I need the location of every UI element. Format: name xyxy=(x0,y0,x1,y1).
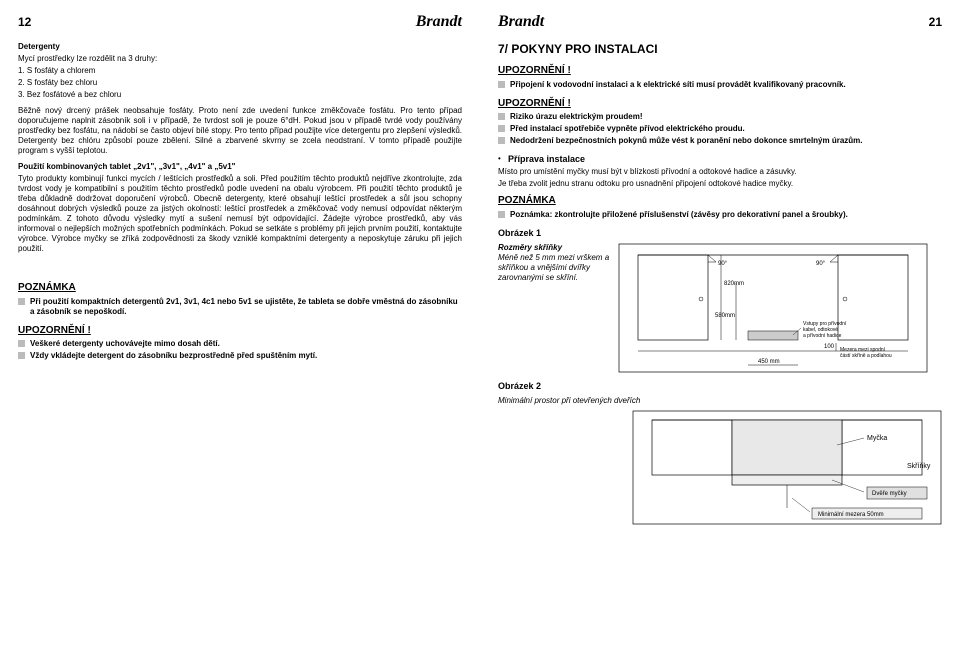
fig2-label-skrinky: Skříňky xyxy=(907,463,931,470)
warning-2-text-3: Nedodržení bezpečnostních pokynů může vé… xyxy=(510,136,942,146)
brand-logo-left: Brandt xyxy=(416,12,462,32)
note-title-right: POZNÁMKA xyxy=(498,195,942,208)
prep-heading-row: • Příprava instalace xyxy=(498,154,942,165)
figure-1-svg-col: 90° 90° 820mm 580mm Vstupy pro přívodník… xyxy=(618,243,942,373)
dim-820: 820mm xyxy=(724,281,744,287)
figure-1-row: Rozměry skříňky Méně než 5 mm mezi vrške… xyxy=(498,243,942,373)
warning-text-2: Vždy vkládejte detergent do zásobníku be… xyxy=(30,351,462,361)
left-page: 12 Brandt Detergenty Mycí prostředky lze… xyxy=(0,0,480,664)
page-header-left: 12 Brandt xyxy=(18,12,462,32)
angle-label-2: 90° xyxy=(816,261,826,267)
page-number-left: 12 xyxy=(18,15,31,30)
square-bullet-icon xyxy=(498,125,505,132)
warning-title-2: UPOZORNĚNÍ ! xyxy=(498,98,942,111)
dot-bullet-icon: • xyxy=(498,154,502,164)
warning-2-text-1: Riziko úrazu elektrickým proudem! xyxy=(510,112,942,122)
section-title: 7/ POKYNY PRO INSTALACI xyxy=(498,42,942,57)
warning-item-2: Vždy vkládejte detergent do zásobníku be… xyxy=(18,351,462,361)
detergents-intro: Mycí prostředky lze rozdělit na 3 druhy: xyxy=(18,54,462,64)
prep-text-1: Místo pro umístění myčky musí být v blíz… xyxy=(498,167,942,177)
square-bullet-icon xyxy=(498,81,505,88)
brand-logo-right: Brandt xyxy=(498,12,544,32)
warning-1-item: Připojení k vodovodní instalaci a k elek… xyxy=(498,80,942,90)
warning-2-item-1: Riziko úrazu elektrickým proudem! xyxy=(498,112,942,122)
detergent-type-2: 2. S fosfáty bez chloru xyxy=(18,78,462,88)
note-item-right: Poznámka: zkontrolujte přiložené přísluš… xyxy=(498,210,942,220)
figure-1-caption-col: Rozměry skříňky Méně než 5 mm mezi vrške… xyxy=(498,243,618,283)
square-bullet-icon xyxy=(18,340,25,347)
figure-2-caption: Minimální prostor při otevřených dveřích xyxy=(498,396,942,406)
note-box-right: POZNÁMKA Poznámka: zkontrolujte přiložen… xyxy=(498,195,942,220)
warning-box-2: UPOZORNĚNÍ ! Riziko úrazu elektrickým pr… xyxy=(498,98,942,147)
combi-tablets-heading: Použití kombinovaných tablet „2v1", „3v1… xyxy=(18,162,462,172)
fig1-note-2: Mezera mezi spodníčástí skříně a podlaho… xyxy=(840,347,892,359)
figure-1-diagram: 90° 90° 820mm 580mm Vstupy pro přívodník… xyxy=(618,243,928,373)
combi-tablets-body: Tyto produkty kombinují funkci mycích / … xyxy=(18,174,462,254)
angle-label-1: 90° xyxy=(718,261,728,267)
figure-1-caption-2: Méně než 5 mm mezi vrškem a skříňkou a v… xyxy=(498,253,618,283)
right-page: Brandt 21 7/ POKYNY PRO INSTALACI UPOZOR… xyxy=(480,0,960,664)
square-bullet-icon xyxy=(18,298,25,305)
warning-title-1: UPOZORNĚNÍ ! xyxy=(498,65,942,78)
warning-item-1: Veškeré detergenty uchovávejte mimo dosa… xyxy=(18,339,462,349)
fig2-label-mycka: Myčka xyxy=(867,435,887,442)
page-number-right: 21 xyxy=(929,15,942,30)
note-title: POZNÁMKA xyxy=(18,282,462,295)
dim-450: 450 mm xyxy=(758,359,780,365)
figure-2-diagram: Myčka Skříňky Dvěře myčky Minimální meze… xyxy=(632,410,942,525)
detergents-body-1: Běžně nový drcený prášek neobsahuje fosf… xyxy=(18,106,462,156)
prep-text-2: Je třeba zvolit jednu stranu odtoku pro … xyxy=(498,179,942,189)
warning-1-text: Připojení k vodovodní instalaci a k elek… xyxy=(510,80,942,90)
note-item: Při použití kompaktních detergentů 2v1, … xyxy=(18,297,462,317)
note-text-right: Poznámka: zkontrolujte přiložené přísluš… xyxy=(510,210,942,220)
detergent-type-3: 3. Bez fosfátové a bez chloru xyxy=(18,90,462,100)
warning-title: UPOZORNĚNÍ ! xyxy=(18,325,462,338)
warning-text-1: Veškeré detergenty uchovávejte mimo dosa… xyxy=(30,339,462,349)
dim-100: 100 xyxy=(824,344,835,350)
warning-box-1: UPOZORNĚNÍ ! Připojení k vodovodní insta… xyxy=(498,65,942,90)
dim-580: 580mm xyxy=(715,313,735,319)
warning-2-item-2: Před instalací spotřebiče vypněte přívod… xyxy=(498,124,942,134)
warning-2-item-3: Nedodržení bezpečnostních pokynů může vé… xyxy=(498,136,942,146)
fig1-note-1: Vstupy pro přívodníkabel, odtokovéa přív… xyxy=(803,321,847,339)
detergents-heading: Detergenty xyxy=(18,42,462,52)
prep-heading: Příprava instalace xyxy=(508,154,585,165)
square-bullet-icon xyxy=(18,352,25,359)
square-bullet-icon xyxy=(498,211,505,218)
warning-2-text-2: Před instalací spotřebiče vypněte přívod… xyxy=(510,124,942,134)
square-bullet-icon xyxy=(498,137,505,144)
figure-2-container: Myčka Skříňky Dvěře myčky Minimální meze… xyxy=(498,410,942,525)
fig2-label-dvere: Dvěře myčky xyxy=(872,491,907,497)
figure-1-caption-1: Rozměry skříňky xyxy=(498,243,618,253)
page-header-right: Brandt 21 xyxy=(498,12,942,32)
square-bullet-icon xyxy=(498,113,505,120)
figure-2-label: Obrázek 2 xyxy=(498,381,942,392)
warning-box: UPOZORNĚNÍ ! Veškeré detergenty uchováve… xyxy=(18,325,462,362)
fig2-label-min: Minimální mezera 50mm xyxy=(818,512,884,518)
note-text: Při použití kompaktních detergentů 2v1, … xyxy=(30,297,462,317)
figure-1-label: Obrázek 1 xyxy=(498,228,942,239)
note-box: POZNÁMKA Při použití kompaktních deterge… xyxy=(18,282,462,317)
detergent-type-1: 1. S fosfáty a chlorem xyxy=(18,66,462,76)
